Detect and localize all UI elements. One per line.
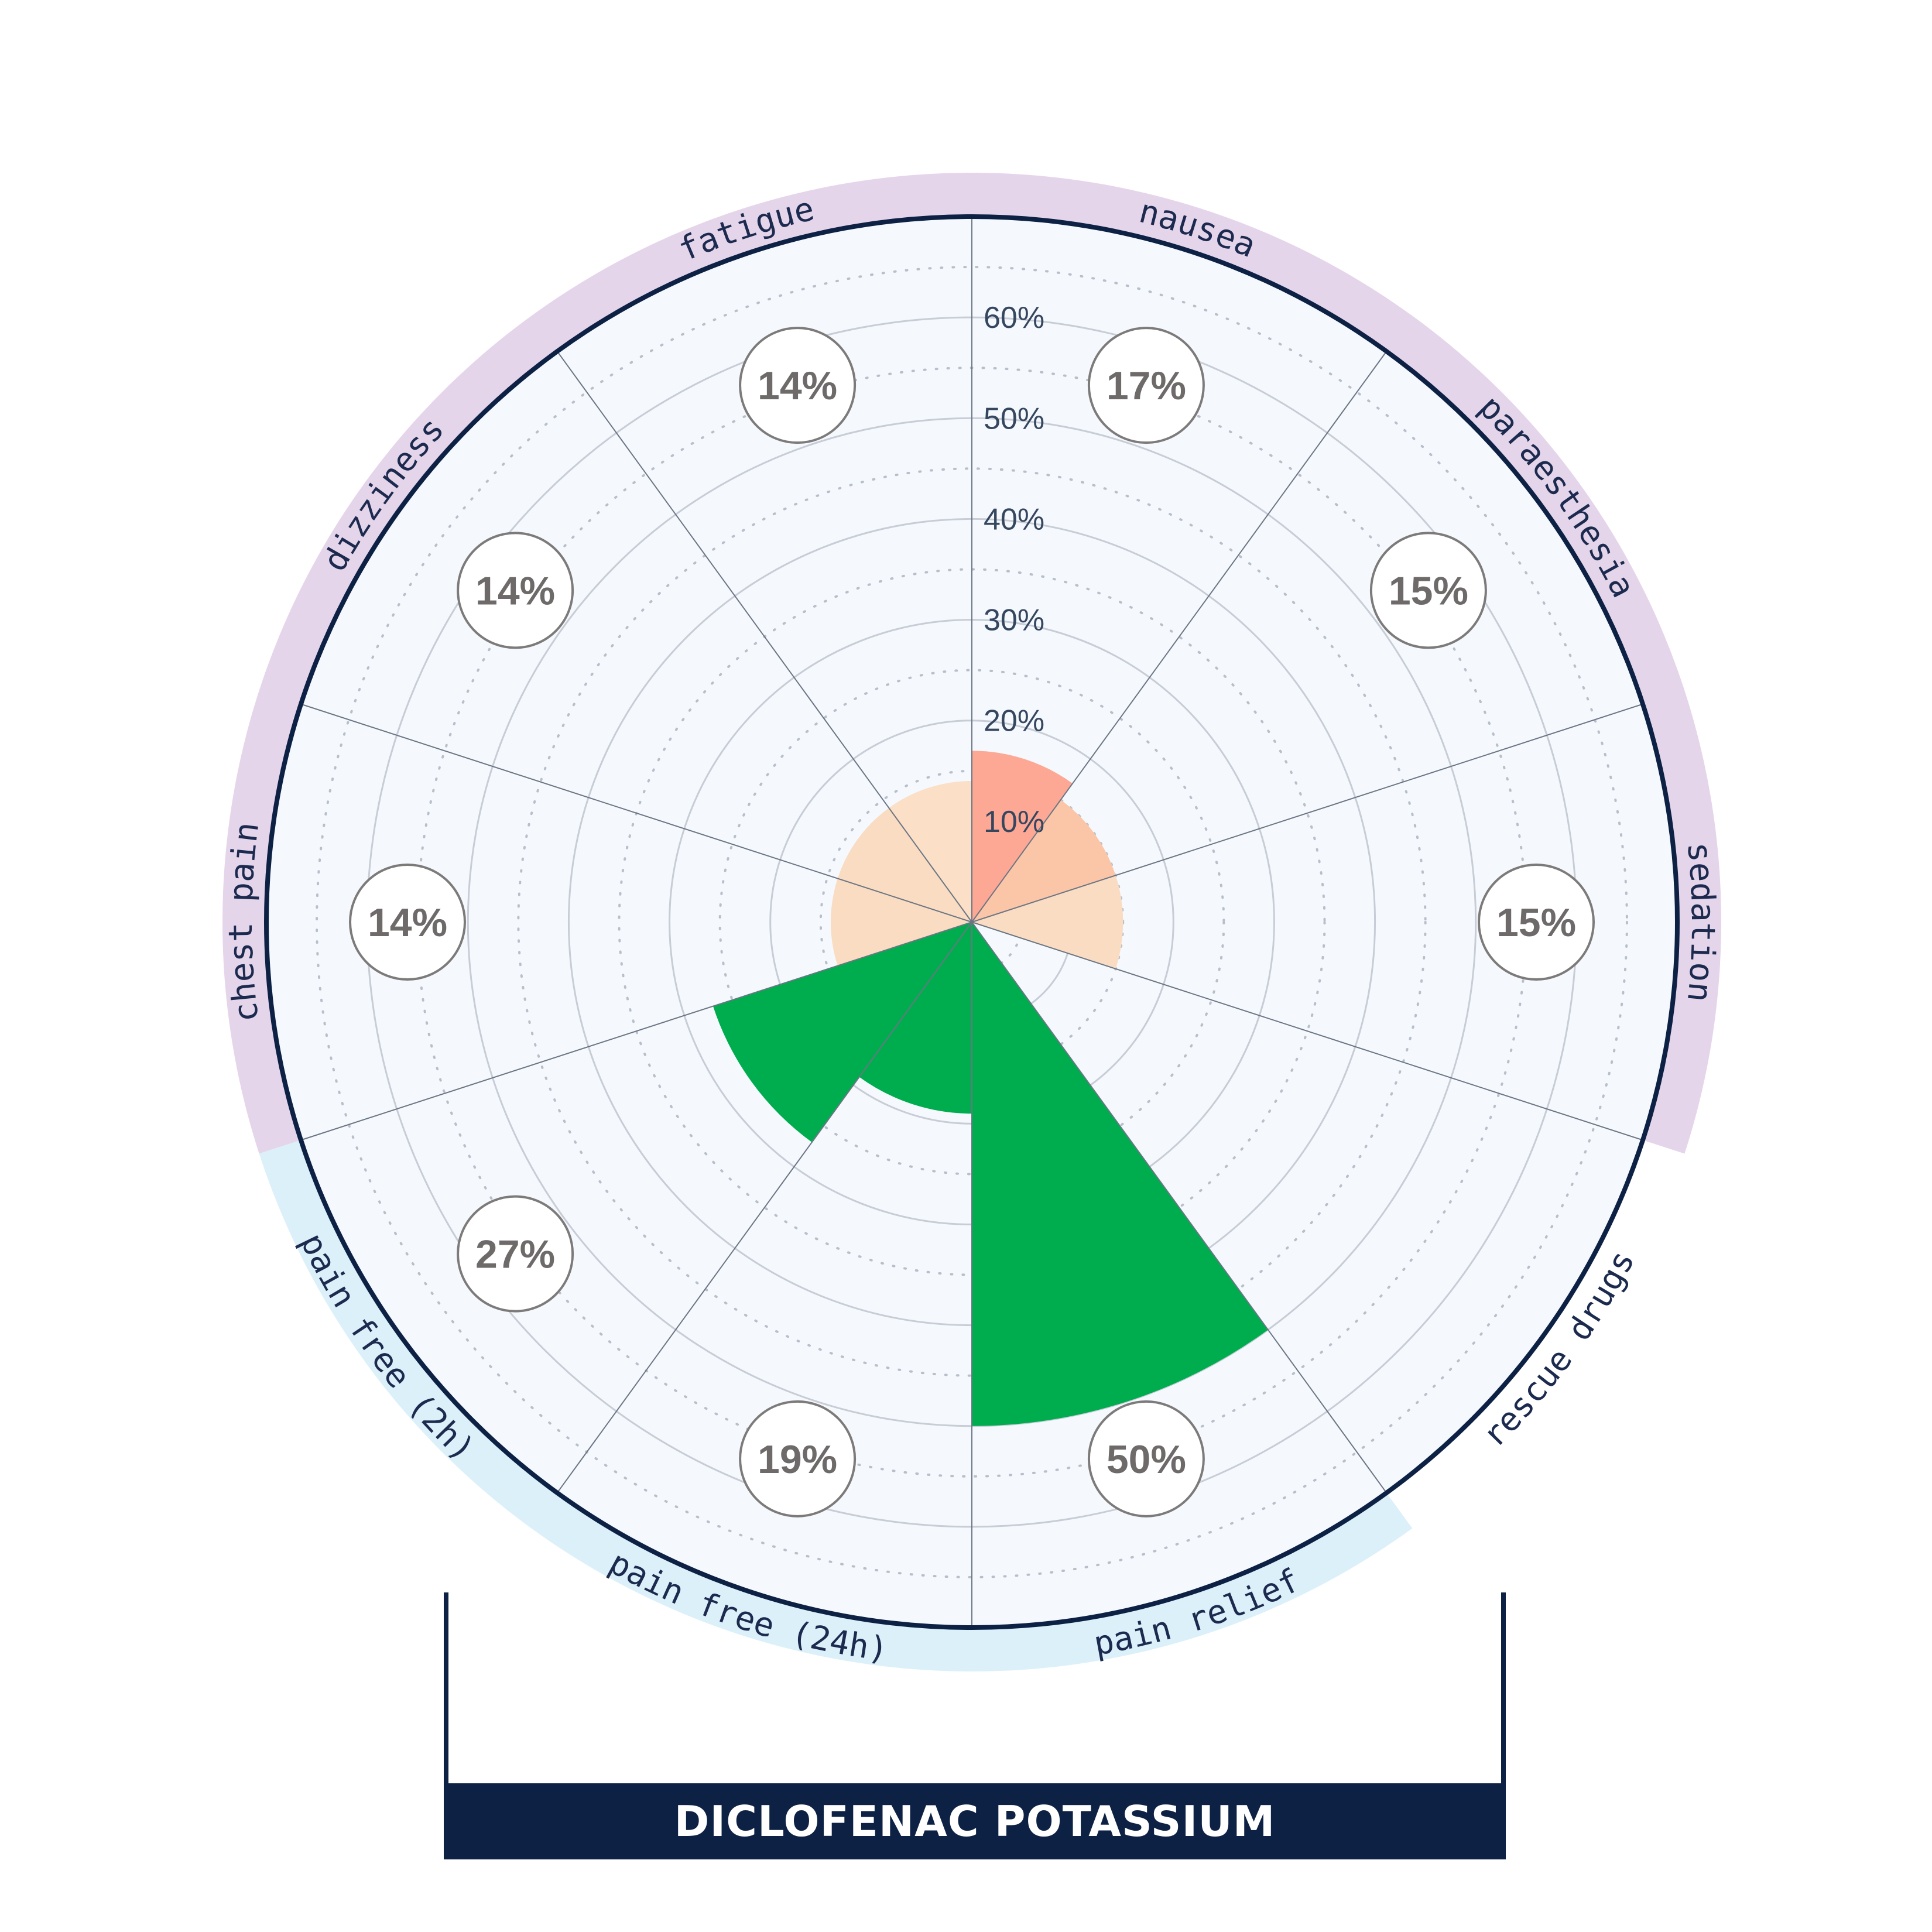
tick-label-30: 30% [984, 604, 1044, 638]
slice-chest-pain [831, 878, 972, 966]
slice-pain-free-2h- [712, 922, 972, 1143]
sector-dividers [300, 217, 1643, 1628]
value-badge-text: 14% [368, 900, 447, 945]
value-badge-circle [1369, 532, 1487, 649]
value-badge-text: 15% [1389, 568, 1468, 613]
value-badge-text: 15% [1496, 900, 1576, 945]
value-badges: 17% 15% 15% 50% 19% 27% 14% 14% 14% [349, 327, 1595, 1517]
grid-circle-minor-65 [316, 266, 1628, 1578]
value-badge-circle [457, 532, 574, 649]
radial-tick-labels: 10% 20% 30% 40% 50% 60% [984, 301, 1044, 839]
category-group-bands [222, 172, 1721, 1671]
grid-circle-minor-45 [517, 467, 1427, 1377]
value-badge-circle [349, 864, 466, 981]
slice-dizziness [837, 808, 972, 922]
value-badge: 14% [457, 532, 574, 649]
value-badge: 14% [739, 327, 857, 444]
value-badge-circle [1087, 1400, 1205, 1517]
value-badge: 27% [457, 1195, 574, 1313]
title-bracket: DICLOFENAC POTASSIUM [444, 1592, 1506, 1859]
spoke-9 [556, 351, 972, 923]
spoke-4 [971, 922, 1388, 1493]
slice-pain-relief [972, 922, 1268, 1426]
spoke-2 [971, 703, 1643, 923]
value-badge: 15% [1478, 864, 1595, 981]
spoke-7 [300, 922, 972, 1141]
value-badge: 15% [1369, 532, 1487, 649]
title-bar [444, 1783, 1506, 1859]
slice-sedation [972, 875, 1123, 969]
value-badge: 19% [739, 1400, 857, 1517]
data-slices [712, 751, 1268, 1426]
slice-pain-free-24h- [859, 922, 972, 1114]
tick-label-50: 50% [984, 402, 1044, 436]
value-badge-circle [457, 1195, 574, 1313]
value-badge-text: 14% [475, 568, 555, 613]
tick-label-40: 40% [984, 502, 1044, 536]
value-badge-text: 17% [1107, 364, 1186, 408]
spoke-3 [971, 922, 1643, 1141]
spoke-1 [971, 351, 1388, 923]
title-bracket-line [444, 1592, 1506, 1786]
value-badge-text: 50% [1107, 1437, 1186, 1482]
spoke-8 [300, 703, 972, 923]
chart-title: DICLOFENAC POTASSIUM [674, 1797, 1276, 1846]
slice-fatigue [889, 781, 972, 922]
grid-circle-minor-25 [718, 669, 1225, 1176]
tick-label-10: 10% [984, 805, 1044, 839]
value-badge-circle [1087, 327, 1205, 444]
benefit-band-1 [259, 1139, 1413, 1671]
value-badge-text: 19% [758, 1437, 837, 1482]
slice-nausea [972, 751, 1073, 922]
value-badge: 17% [1087, 327, 1205, 444]
value-badge-circle [1478, 864, 1595, 981]
spoke-6 [556, 922, 972, 1493]
value-badge-circle [739, 1400, 857, 1517]
plot-outline [264, 214, 1680, 1630]
value-badge-text: 14% [758, 364, 837, 408]
tick-label-60: 60% [984, 301, 1044, 335]
value-badge: 50% [1087, 1400, 1205, 1517]
value-badge: 14% [349, 864, 466, 981]
tick-label-20: 20% [984, 704, 1044, 738]
slice-paraesthesia [972, 800, 1116, 922]
value-badge-text: 27% [475, 1232, 555, 1277]
value-badge-circle [739, 327, 857, 444]
